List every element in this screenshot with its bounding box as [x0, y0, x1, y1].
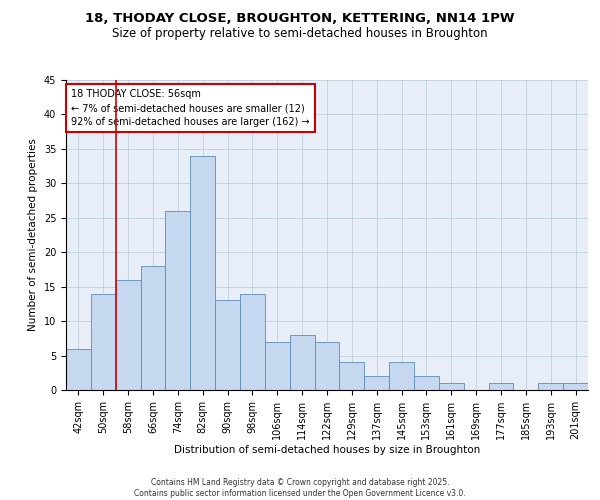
- Bar: [414, 376, 439, 390]
- Bar: [340, 362, 364, 390]
- Text: 18 THODAY CLOSE: 56sqm
← 7% of semi-detached houses are smaller (12)
92% of semi: 18 THODAY CLOSE: 56sqm ← 7% of semi-deta…: [71, 90, 310, 128]
- Text: Size of property relative to semi-detached houses in Broughton: Size of property relative to semi-detach…: [112, 28, 488, 40]
- Bar: [488, 383, 514, 390]
- Bar: [215, 300, 240, 390]
- Y-axis label: Number of semi-detached properties: Number of semi-detached properties: [28, 138, 38, 332]
- Bar: [563, 383, 588, 390]
- Text: 18, THODAY CLOSE, BROUGHTON, KETTERING, NN14 1PW: 18, THODAY CLOSE, BROUGHTON, KETTERING, …: [85, 12, 515, 26]
- Bar: [66, 348, 91, 390]
- Bar: [389, 362, 414, 390]
- Bar: [290, 335, 314, 390]
- Bar: [166, 211, 190, 390]
- Bar: [538, 383, 563, 390]
- Bar: [364, 376, 389, 390]
- X-axis label: Distribution of semi-detached houses by size in Broughton: Distribution of semi-detached houses by …: [174, 444, 480, 454]
- Text: Contains HM Land Registry data © Crown copyright and database right 2025.
Contai: Contains HM Land Registry data © Crown c…: [134, 478, 466, 498]
- Bar: [190, 156, 215, 390]
- Bar: [240, 294, 265, 390]
- Bar: [140, 266, 166, 390]
- Bar: [91, 294, 116, 390]
- Bar: [116, 280, 140, 390]
- Bar: [314, 342, 340, 390]
- Bar: [265, 342, 290, 390]
- Bar: [439, 383, 464, 390]
